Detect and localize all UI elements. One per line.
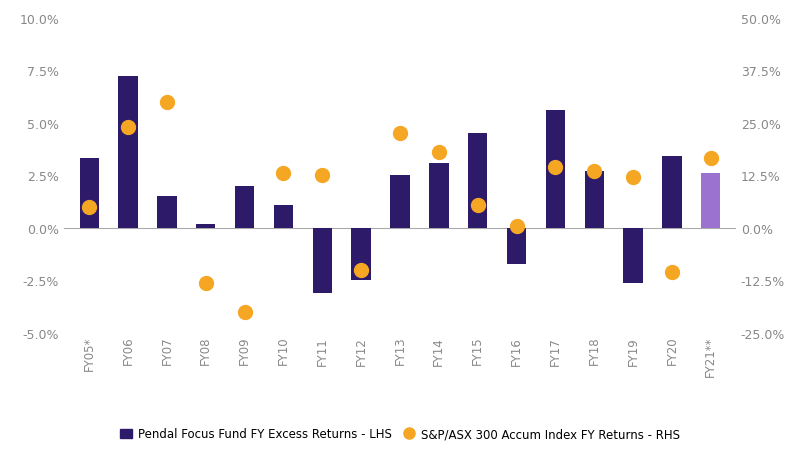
Point [161,99,174,106]
Bar [662,157,682,228]
Point [433,149,446,156]
Bar [79,159,99,228]
Bar [274,205,293,228]
Point [704,156,717,163]
Bar [468,134,487,228]
Bar [196,224,215,228]
Point [471,201,484,209]
Point [588,168,601,175]
Bar [235,187,254,228]
Point [354,267,367,274]
Point [316,172,329,180]
Point [83,204,96,211]
Bar [313,228,332,294]
Bar [429,163,449,228]
Bar [118,77,138,228]
Bar [546,111,565,228]
Bar [701,174,721,228]
Legend: Pendal Focus Fund FY Excess Returns - LHS, S&P/ASX 300 Accum Index FY Returns - : Pendal Focus Fund FY Excess Returns - LH… [120,427,680,440]
Point [666,269,678,276]
Bar [390,176,410,228]
Point [277,170,290,177]
Bar [158,197,177,228]
Point [549,164,562,171]
Bar [623,228,642,283]
Bar [585,172,604,228]
Point [122,124,134,131]
Point [199,279,212,287]
Bar [507,228,526,264]
Point [238,309,251,316]
Point [394,130,406,138]
Point [626,175,639,182]
Bar [351,228,371,281]
Point [510,223,523,230]
